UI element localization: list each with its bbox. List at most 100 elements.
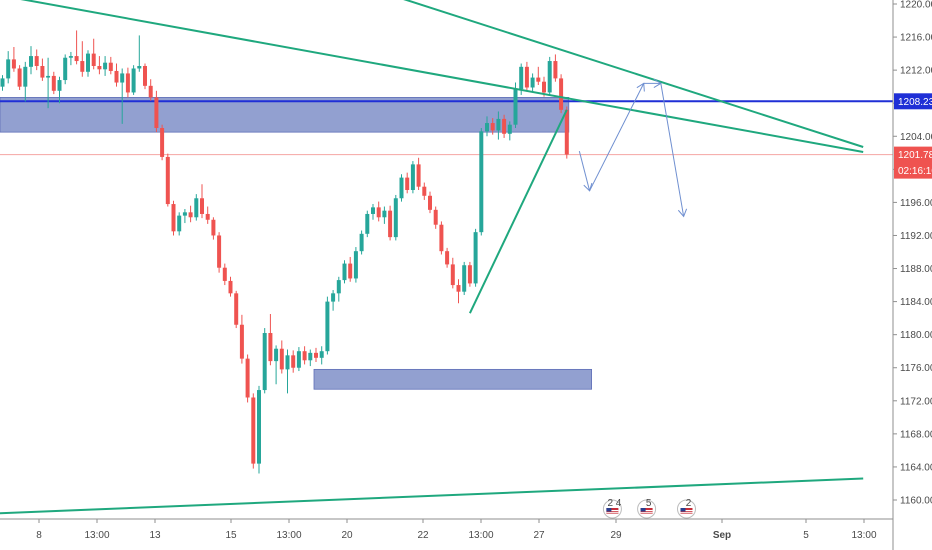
candle[interactable]	[279, 340, 284, 374]
candle[interactable]	[6, 51, 11, 84]
candle[interactable]	[228, 276, 233, 297]
candle[interactable]	[245, 354, 250, 403]
candle[interactable]	[262, 328, 267, 394]
candle[interactable]	[165, 153, 170, 207]
candle[interactable]	[308, 349, 313, 367]
candle[interactable]	[177, 212, 182, 236]
candle[interactable]	[108, 56, 113, 75]
candle[interactable]	[63, 54, 68, 85]
candle[interactable]	[11, 46, 16, 72]
candle[interactable]	[382, 206, 387, 224]
candle[interactable]	[57, 76, 62, 104]
candle[interactable]	[51, 71, 56, 95]
candle[interactable]	[416, 157, 421, 190]
candle[interactable]	[34, 49, 39, 71]
candle[interactable]	[496, 111, 501, 140]
candle[interactable]	[205, 206, 210, 224]
candle[interactable]	[564, 106, 569, 159]
candle[interactable]	[319, 346, 324, 365]
candle[interactable]	[68, 51, 73, 66]
candle[interactable]	[23, 61, 28, 102]
candle[interactable]	[120, 68, 125, 124]
candle[interactable]	[91, 38, 96, 70]
candle[interactable]	[222, 263, 227, 286]
candle[interactable]	[137, 35, 142, 72]
candle[interactable]	[103, 56, 108, 76]
candle[interactable]	[513, 82, 518, 128]
candle[interactable]	[217, 232, 222, 273]
candle[interactable]	[536, 66, 541, 86]
candle[interactable]	[211, 217, 216, 240]
candle[interactable]	[188, 205, 193, 223]
candle[interactable]	[353, 247, 358, 283]
candle[interactable]	[336, 276, 341, 302]
candle[interactable]	[86, 50, 90, 77]
candle[interactable]	[422, 182, 427, 200]
economic-event-flag-icon[interactable]: 5	[637, 498, 657, 519]
candle[interactable]	[17, 65, 22, 90]
candle[interactable]	[80, 41, 85, 77]
candle[interactable]	[46, 57, 51, 109]
candle[interactable]	[251, 393, 256, 469]
candle[interactable]	[291, 350, 296, 373]
candle[interactable]	[348, 256, 353, 282]
candle[interactable]	[359, 230, 364, 255]
candle[interactable]	[485, 116, 489, 137]
candle[interactable]	[125, 67, 130, 98]
candle[interactable]	[194, 194, 199, 221]
candle[interactable]	[507, 121, 512, 141]
candle[interactable]	[553, 54, 558, 82]
candle[interactable]	[371, 204, 375, 220]
candle[interactable]	[428, 191, 432, 214]
candle[interactable]	[559, 74, 564, 114]
candle[interactable]	[314, 347, 318, 362]
candle[interactable]	[29, 46, 33, 75]
candle[interactable]	[296, 347, 301, 372]
candle[interactable]	[479, 128, 484, 236]
candle[interactable]	[0, 75, 5, 91]
candle[interactable]	[490, 118, 495, 135]
candle[interactable]	[445, 247, 450, 268]
candle[interactable]	[530, 73, 535, 92]
candle[interactable]	[154, 90, 159, 133]
candle[interactable]	[439, 221, 444, 255]
candle[interactable]	[234, 290, 239, 329]
candle[interactable]	[393, 194, 398, 241]
candle[interactable]	[143, 63, 147, 90]
candle[interactable]	[433, 206, 438, 229]
candle[interactable]	[456, 279, 461, 304]
candle[interactable]	[74, 30, 79, 65]
candle[interactable]	[160, 124, 165, 161]
candle[interactable]	[171, 200, 176, 236]
support-resistance-zone[interactable]	[313, 368, 593, 390]
candle[interactable]	[148, 79, 153, 101]
candle[interactable]	[257, 385, 261, 474]
candle[interactable]	[114, 63, 119, 87]
candle[interactable]	[342, 260, 347, 284]
candle[interactable]	[331, 290, 336, 311]
candle[interactable]	[182, 209, 187, 224]
candle[interactable]	[450, 257, 455, 289]
candle[interactable]	[239, 314, 244, 364]
candle[interactable]	[399, 174, 404, 202]
candle[interactable]	[502, 114, 507, 138]
candle[interactable]	[325, 296, 330, 355]
candle[interactable]	[97, 56, 102, 75]
support-resistance-zone[interactable]	[0, 97, 570, 133]
economic-event-flag-icon[interactable]: 2	[677, 498, 696, 519]
candle[interactable]	[462, 261, 467, 295]
candle[interactable]	[274, 345, 279, 385]
candle[interactable]	[40, 58, 45, 81]
trendline[interactable]	[0, 477, 864, 515]
candle[interactable]	[376, 201, 381, 222]
candle[interactable]	[410, 161, 415, 194]
candle[interactable]	[302, 346, 307, 365]
candle[interactable]	[405, 172, 410, 194]
candle[interactable]	[268, 314, 273, 366]
candle[interactable]	[200, 184, 204, 219]
trendline[interactable]	[396, 0, 864, 148]
candle[interactable]	[547, 56, 552, 96]
trendline[interactable]	[468, 109, 568, 314]
economic-event-flag-icon[interactable]: 2 4	[602, 498, 622, 519]
